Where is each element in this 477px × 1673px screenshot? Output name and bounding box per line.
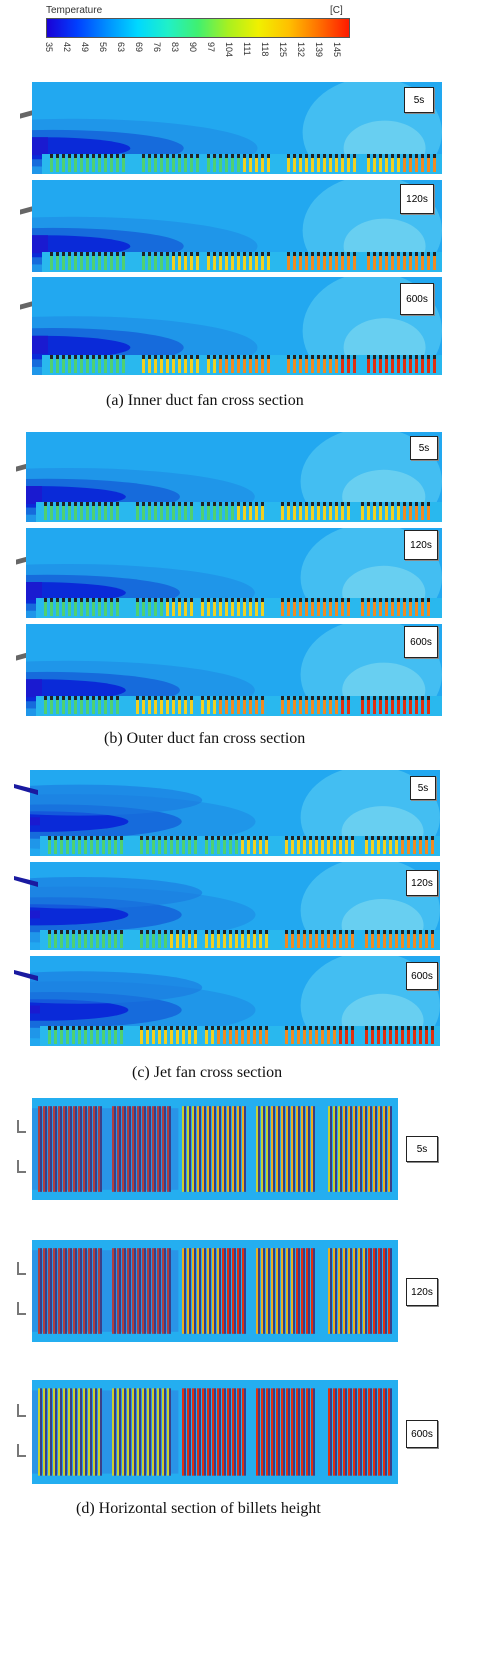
- temperature-contour: [32, 180, 442, 272]
- time-label: 5s: [410, 776, 436, 800]
- contour-panel-b-5s: [26, 432, 442, 522]
- temperature-contour: [30, 862, 440, 950]
- jet-fan-icon: [14, 970, 38, 981]
- fan-bracket-icon: [17, 1444, 26, 1457]
- colorbar-tick-label: 125: [278, 42, 288, 58]
- billet-temperature-map: [32, 1098, 398, 1200]
- temperature-contour: [26, 528, 442, 618]
- time-label: 5s: [406, 1136, 438, 1162]
- colorbar-tick-label: 104: [224, 42, 234, 58]
- fan-vane-icon: [20, 301, 32, 310]
- temperature-contour: [32, 277, 442, 375]
- temperature-contour: [32, 82, 442, 174]
- contour-panel-c-600s: [30, 956, 440, 1046]
- contour-panel-c-120s: [30, 862, 440, 950]
- jet-fan-nozzles: [14, 784, 38, 981]
- fan-bracket-icon: [17, 1120, 26, 1133]
- colorbar-title: Temperature: [46, 5, 103, 16]
- colorbar-tick-label: 76: [152, 42, 162, 53]
- fan-bracket-icon: [17, 1302, 26, 1315]
- colorbar: [46, 18, 350, 38]
- time-label: 120s: [406, 1278, 438, 1306]
- jet-fan-icon: [14, 784, 38, 795]
- colorbar-tick-label: 97: [206, 42, 216, 53]
- time-label: 120s: [406, 870, 438, 896]
- colorbar-tick-label: 145: [332, 42, 342, 58]
- temperature-contour: [30, 770, 440, 856]
- colorbar-tick-label: 63: [116, 42, 126, 53]
- colorbar-tick-label: 139: [314, 42, 324, 58]
- time-label: 600s: [400, 283, 434, 315]
- temperature-contour: [30, 956, 440, 1046]
- section-caption: (d) Horizontal section of billets height: [76, 1500, 321, 1517]
- horizontal-panel-120s: [32, 1240, 398, 1342]
- time-label: 600s: [406, 962, 438, 990]
- section-caption: (a) Inner duct fan cross section: [106, 392, 304, 409]
- colorbar-tick-label: 90: [188, 42, 198, 53]
- time-label: 5s: [410, 436, 438, 460]
- colorbar-tick-label: 35: [44, 42, 54, 53]
- colorbar-unit: [C]: [330, 5, 343, 16]
- colorbar-tick-label: 42: [62, 42, 72, 53]
- colorbar-tick-label: 111: [242, 42, 252, 56]
- horizontal-panel-5s: [32, 1098, 398, 1200]
- contour-panel-a-600s: [32, 277, 442, 375]
- colorbar-tick-label: 69: [134, 42, 144, 53]
- fan-bracket-icon: [17, 1262, 26, 1275]
- section-caption: (b) Outer duct fan cross section: [104, 730, 306, 747]
- fan-bracket-icon: [17, 1404, 26, 1417]
- contour-panel-b-120s: [26, 528, 442, 618]
- fan-bracket-icon: [17, 1160, 26, 1173]
- time-label: 600s: [404, 626, 438, 658]
- time-label: 120s: [400, 184, 434, 214]
- fan-vane-icon: [20, 206, 32, 215]
- jet-fan-icon: [14, 876, 38, 887]
- fan-markers: [17, 1120, 26, 1457]
- colorbar-tick-label: 56: [98, 42, 108, 53]
- contour-panel-c-5s: [30, 770, 440, 856]
- colorbar-tick-label: 83: [170, 42, 180, 53]
- temperature-contour: [26, 624, 442, 716]
- temperature-contour: [26, 432, 442, 522]
- billet-temperature-map: [32, 1240, 398, 1342]
- colorbar-tick-label: 118: [260, 42, 270, 57]
- section-caption: (c) Jet fan cross section: [132, 1064, 283, 1081]
- colorbar-tick-label: 49: [80, 42, 90, 53]
- fan-vane-icon: [20, 110, 32, 119]
- billet-temperature-map: [32, 1380, 398, 1484]
- contour-panel-a-120s: [32, 180, 442, 272]
- colorbar-tick-label: 132: [296, 42, 306, 58]
- time-label: 120s: [404, 530, 438, 560]
- time-label: 600s: [406, 1420, 438, 1448]
- time-label: 5s: [404, 87, 434, 113]
- contour-panel-a-5s: [32, 82, 442, 174]
- horizontal-panel-600s: [32, 1380, 398, 1484]
- contour-panel-b-600s: [26, 624, 442, 716]
